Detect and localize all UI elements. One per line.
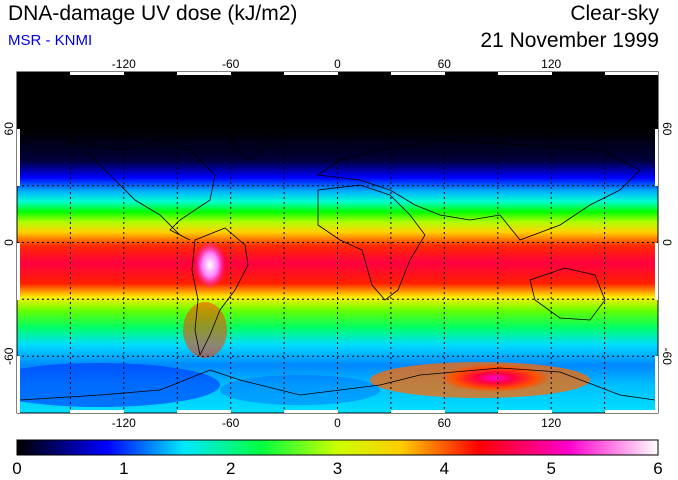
source-label: MSR - KNMI xyxy=(8,32,93,49)
lat-tick-left: -60 xyxy=(2,347,16,365)
lat-ticks-right: 60 0 -60 xyxy=(660,122,674,365)
colorbar-label: 2 xyxy=(226,459,235,478)
lon-tick-top: -60 xyxy=(222,57,240,71)
graticule xyxy=(17,72,658,413)
lon-ticks-bottom: -120 -60 0 60 120 xyxy=(112,416,562,430)
colorbar-label: 5 xyxy=(546,459,555,478)
lat-ticks-left: 60 0 -60 xyxy=(2,122,16,365)
lat-tick-right: 60 xyxy=(660,122,674,136)
lon-tick-top: 60 xyxy=(438,57,452,71)
lat-tick-right: 0 xyxy=(660,239,674,246)
colorbar-label: 3 xyxy=(333,459,342,478)
map-frame xyxy=(16,71,659,414)
colorbar xyxy=(16,439,659,456)
lon-tick-bottom: 120 xyxy=(541,416,561,430)
colorbar-label: 0 xyxy=(12,459,21,478)
lon-tick-bottom: 60 xyxy=(438,416,452,430)
lon-tick-bottom: 0 xyxy=(334,416,341,430)
lon-tick-top: 0 xyxy=(334,57,341,71)
colorbar-label: 4 xyxy=(440,459,449,478)
map-title: DNA-damage UV dose (kJ/m2) xyxy=(8,2,298,25)
lat-tick-left: 0 xyxy=(2,239,16,246)
colorbar-labels: 0 1 2 3 4 5 6 xyxy=(12,459,662,478)
lat-tick-right: -60 xyxy=(660,348,674,366)
lon-tick-bottom: -60 xyxy=(222,416,240,430)
colorbar-label: 1 xyxy=(119,459,128,478)
condition-label: Clear-sky xyxy=(570,2,659,25)
colorbar-label: 6 xyxy=(653,459,662,478)
lon-tick-bottom: -120 xyxy=(112,416,136,430)
lat-tick-left: 60 xyxy=(2,122,16,136)
lon-ticks-top: -120 -60 0 60 120 xyxy=(112,57,562,71)
lon-tick-top: -120 xyxy=(112,57,136,71)
coastlines xyxy=(19,119,656,401)
date-label: 21 November 1999 xyxy=(480,29,659,52)
lon-tick-top: 120 xyxy=(541,57,561,71)
